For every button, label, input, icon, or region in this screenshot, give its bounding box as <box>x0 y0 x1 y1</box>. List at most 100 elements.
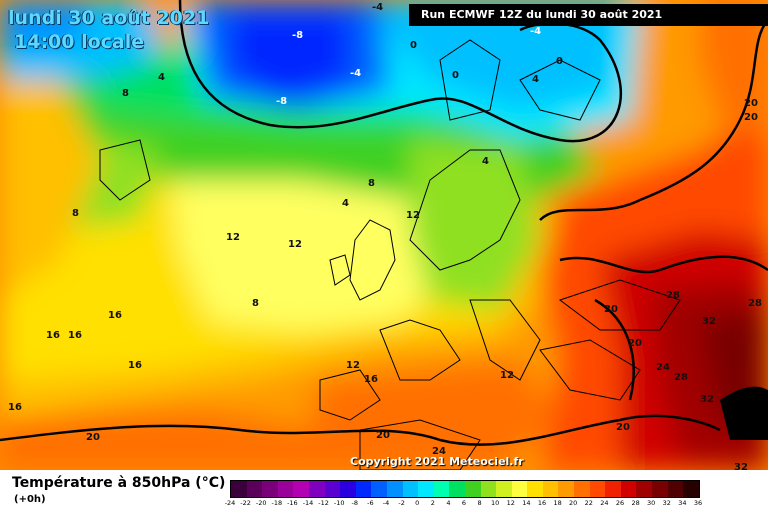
scale-tick-label: -20 <box>255 499 267 507</box>
isotherm-label: 8 <box>72 208 79 219</box>
isotherm-label: 24 <box>656 362 670 373</box>
isotherm-label: 8 <box>368 178 375 189</box>
color-swatch <box>308 481 325 497</box>
isotherm-label: 16 <box>364 374 378 385</box>
color-swatch <box>527 481 543 497</box>
temperature-map: -8 -8 -4 -4 0 0 0 -4 4 4 8 4 8 4 8 12 12… <box>0 0 768 470</box>
scale-tick-label: -22 <box>240 499 251 507</box>
scale-tick-label: -14 <box>302 499 314 507</box>
scale-tick-label: 22 <box>584 499 593 507</box>
color-swatch <box>464 481 481 497</box>
isotherm-label: -4 <box>350 68 361 79</box>
scale-tick-label: 4 <box>446 499 451 507</box>
scale-tick-label: 12 <box>506 499 515 507</box>
scale-tick-label: 10 <box>491 499 500 507</box>
color-swatch <box>324 481 341 497</box>
isotherm-label: -4 <box>530 26 541 37</box>
scale-tick-label: 0 <box>415 499 420 507</box>
color-swatch <box>589 481 606 497</box>
color-swatch <box>496 481 512 497</box>
legend-title: Température à 850hPa (°C) <box>12 475 226 491</box>
scale-tick-label: 14 <box>522 499 531 507</box>
scale-tick-label: -16 <box>287 499 298 507</box>
isotherm-label: 32 <box>734 462 748 470</box>
color-swatch <box>683 481 699 497</box>
isotherm-label: 16 <box>108 310 122 321</box>
color-swatch <box>402 481 419 497</box>
isotherm-label: 28 <box>748 298 762 309</box>
isotherm-label: -4 <box>372 2 383 13</box>
isotherm-label: 0 <box>452 70 459 81</box>
scale-tick-label: 32 <box>662 499 671 507</box>
scale-tick-label: 20 <box>569 499 578 507</box>
scale-tick-label: 8 <box>477 499 482 507</box>
time-title: 14:00 locale <box>14 31 145 53</box>
color-swatch <box>480 481 497 497</box>
isotherm-label: 4 <box>342 198 349 209</box>
isotherm-label: 4 <box>482 156 489 167</box>
color-swatch <box>620 481 637 497</box>
copyright-text: Copyright 2021 Meteociel.fr <box>350 455 524 468</box>
isotherm-label: 12 <box>226 232 240 243</box>
isotherm-label: 32 <box>702 316 716 327</box>
color-swatch <box>277 481 294 497</box>
scale-tick-label: -6 <box>367 499 374 507</box>
scale-tick-label: 24 <box>600 499 609 507</box>
scale-tick-label: 6 <box>461 499 467 507</box>
color-scale-bar <box>230 480 700 498</box>
color-swatch <box>386 481 403 497</box>
isotherm-label: 12 <box>406 210 420 221</box>
color-swatch <box>449 481 465 497</box>
scale-tick-label: 18 <box>553 499 562 507</box>
isotherm-label: 20 <box>744 112 758 123</box>
isotherm-label: 8 <box>252 298 259 309</box>
color-swatch <box>355 481 372 497</box>
scale-tick-label: -12 <box>318 499 329 507</box>
run-info-box: Run ECMWF 12Z du lundi 30 août 2021 <box>409 4 768 26</box>
color-swatch <box>558 481 575 497</box>
isotherm-label: -8 <box>276 96 287 107</box>
color-swatch <box>340 481 356 497</box>
color-swatch <box>418 481 434 497</box>
isotherm-label: 12 <box>500 370 514 381</box>
color-swatch <box>262 481 278 497</box>
isotherm-label: 20 <box>744 98 758 109</box>
legend-subtitle: (+0h) <box>14 494 46 505</box>
isotherm-label: 20 <box>616 422 630 433</box>
isotherm-label: 0 <box>410 40 417 51</box>
isotherm-label: 24 <box>432 446 446 457</box>
scale-tick-label: 34 <box>678 499 687 507</box>
scale-tick-label: 30 <box>647 499 656 507</box>
isotherm-label: 8 <box>122 88 129 99</box>
isotherm-label: 16 <box>68 330 82 341</box>
scale-tick-label: -10 <box>333 499 345 507</box>
color-scale-ticks: -24 -22 -20 -18 -16 -14 -12 -10 -8 -6 -4 -2 0 2 4 6 8 10 1… <box>225 499 703 509</box>
isotherm-label: 20 <box>376 430 390 441</box>
isotherm-label: 4 <box>158 72 165 83</box>
isotherm-label: 0 <box>556 56 563 67</box>
color-swatch <box>433 481 450 497</box>
scale-tick-label: -2 <box>398 499 405 507</box>
color-swatch <box>636 481 653 497</box>
isotherm-label: 16 <box>8 402 22 413</box>
scale-tick-label: 16 <box>537 499 547 507</box>
date-title: lundi 30 août 2021 <box>8 7 210 29</box>
isotherm-label: 20 <box>604 304 618 315</box>
isotherm-label: 28 <box>674 372 688 383</box>
scale-tick-label: 2 <box>430 499 435 507</box>
isotherm-label: 12 <box>288 239 302 250</box>
isotherm-label: 4 <box>532 74 539 85</box>
color-swatch <box>652 481 668 497</box>
isotherm-label: 32 <box>700 394 714 405</box>
color-swatch <box>542 481 559 497</box>
scale-tick-label: 36 <box>693 499 703 507</box>
scale-tick-label: 26 <box>615 499 625 507</box>
scale-tick-label: -8 <box>351 499 359 507</box>
isotherm-label: 20 <box>628 338 642 349</box>
color-swatch <box>511 481 528 497</box>
color-swatch <box>246 481 263 497</box>
color-swatch <box>231 481 247 497</box>
scale-tick-label: 28 <box>631 499 640 507</box>
color-swatch <box>667 481 684 497</box>
isotherm-label: -8 <box>292 30 303 41</box>
